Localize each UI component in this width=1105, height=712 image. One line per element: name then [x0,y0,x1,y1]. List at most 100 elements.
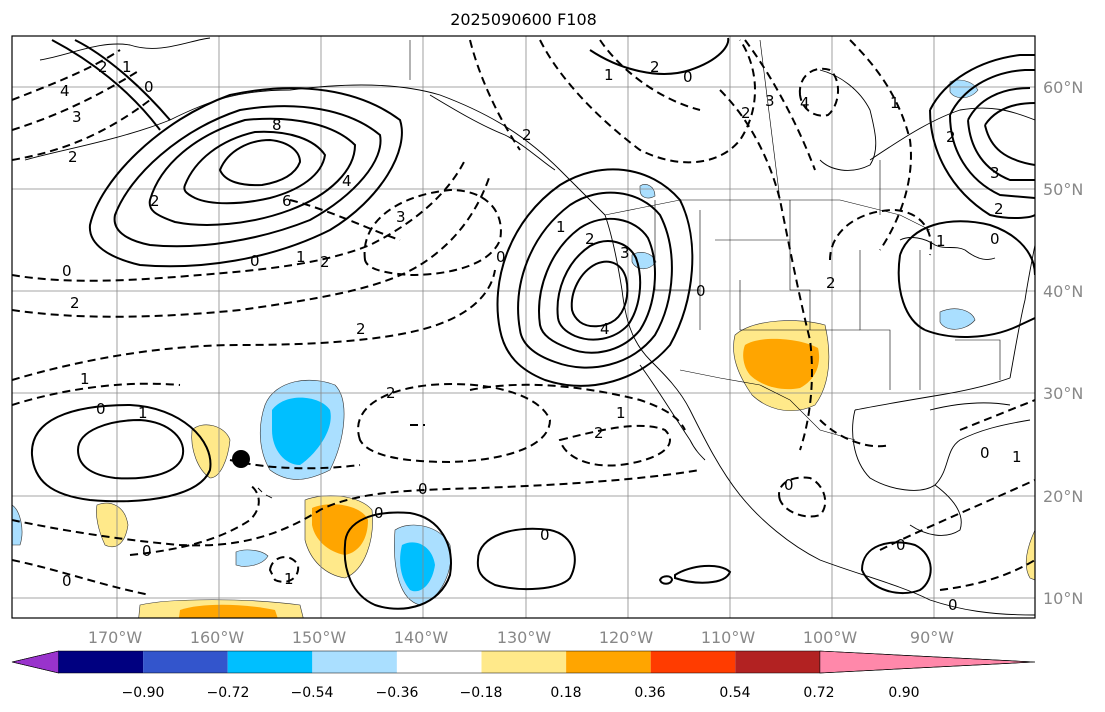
colorbar [11,650,1036,674]
gridlines [12,36,1035,618]
contour-neg-small [268,556,300,583]
label-neg2-west: 2 [68,148,78,166]
colorbar-tick-7: 0.36 [634,685,665,701]
label-0-mexico: 0 [896,536,906,554]
border-state-4 [859,250,891,390]
contour-east-low-2 [924,317,1035,338]
colorbar-swatch [481,651,567,673]
shaded-anomalies [12,79,1035,618]
contour-neg-east-3 [778,476,827,518]
contour-high-east-4 [984,102,1035,166]
location-marker [232,450,250,468]
shade-orange-bottom [178,604,278,618]
contour-neg-west-6 [12,269,496,381]
contours-negative [12,39,1035,596]
shade-blue-strong-central [272,397,331,465]
contour-neg-mid-2 [289,199,401,241]
coast-hawaii [257,487,273,499]
contour-neg-north-6 [849,39,912,251]
label-neg4-west: 4 [60,82,70,100]
map-title: 2025090600 F108 [450,10,597,29]
shade-blue-strong-south [400,542,435,592]
contours-positive [30,37,1035,610]
contour-neg-mid-3 [357,383,552,464]
colorbar-swatch [650,651,736,673]
contour-high-west-1 [88,87,403,268]
contour-neg-west-7 [12,382,181,406]
colorbar-swatch [227,651,313,673]
contour-neg-low-north [798,67,839,117]
label-neg1-north: 1 [604,66,614,84]
contour-neg-mid-5 [558,424,671,467]
coast-canada-east [869,107,1035,161]
contour-neg-east-1 [829,208,932,261]
contour-zero-mexico [860,541,932,595]
shade-yellow-east-edge [1025,529,1035,581]
contour-labels: 8 6 4 2 0 1 2 3 2 3 4 0 2 1 0 1 2 2 0 0 … [60,58,1022,614]
label-1-hawaii-w: 1 [138,404,148,422]
contour-zero-south [476,527,576,591]
label-2-east-2: 2 [946,128,956,146]
lon-label-130W: 130°W [497,628,552,647]
label-1-east: 1 [936,232,946,250]
colorbar-outline [11,650,1036,674]
contour-zero-small [658,575,674,585]
colorbar-tick-5: −0.18 [460,685,503,701]
colorbar-extend-high [819,650,1036,674]
label-neg0-band: 0 [142,542,152,560]
label-neg2-mex: 2 [594,424,604,442]
label-0-north: 0 [683,68,693,86]
label-neg3-west: 3 [72,108,82,126]
label-4-coast: 4 [600,320,610,338]
border-us-canada [604,199,931,231]
label-1-east-2: 1 [890,94,900,112]
label-3: 3 [396,208,406,226]
contour-high-west-3 [148,117,357,226]
coast-cuba [929,402,1011,411]
contour-neg-east-2 [819,419,891,448]
label-4-west: 4 [342,172,352,190]
lat-label-30N: 30°N [1043,384,1083,403]
contour-high-east-2 [949,69,1035,199]
colorbar-swatch [58,651,144,673]
contour-high-east-1 [929,54,1035,219]
contour-neg-north-3 [599,39,701,111]
lat-axis-labels: 60°N 50°N 40°N 30°N 20°N 10°N [1043,78,1083,608]
label-0-hawaii-w: 0 [96,400,106,418]
contour-high-west-2 [113,105,382,248]
colorbar-tick-9: 0.72 [803,685,834,701]
colorbar-tick-10: 0.90 [888,685,919,701]
contour-zero-small-2 [674,564,732,584]
contour-neg-band-1 [12,469,701,547]
map-frame [11,35,1036,619]
lon-label-150W: 150°W [292,628,347,647]
contour-zero-central [343,511,452,610]
contour-zero-west [30,403,212,503]
colorbar-tick-6: 0.18 [550,685,581,701]
shade-blue-edge [12,504,23,546]
label-neg2-alaska: 2 [98,58,108,76]
label-0-west: 0 [250,252,260,270]
lon-label-100W: 100°W [803,628,858,647]
label-neg2-pen: 2 [522,126,532,144]
label-0-central: 0 [374,504,384,522]
coast-alaska-peninsula [429,94,556,171]
label-neg0-yuc: 0 [784,476,794,494]
contour-neg-north-2 [539,39,756,164]
lat-label-10N: 10°N [1043,589,1083,608]
coast-alaska-south [24,84,606,216]
contour-high-coast-3 [538,217,656,354]
lon-label-110W: 110°W [701,628,756,647]
contour-neg-west-1 [12,49,121,101]
label-neg4-north: 4 [800,94,810,112]
shade-blue-small-1 [235,549,269,567]
label-2-coast: 2 [585,230,595,248]
label-1-west: 1 [296,248,306,266]
border-state-8 [955,339,1001,380]
coast-yucatan [909,484,962,536]
colorbar-swatch [312,651,397,673]
contour-neg-west-3 [12,99,151,161]
label-neg0-east: 0 [980,444,990,462]
label-neg3-north: 3 [765,92,775,110]
lon-label-170W: 170°W [88,628,143,647]
